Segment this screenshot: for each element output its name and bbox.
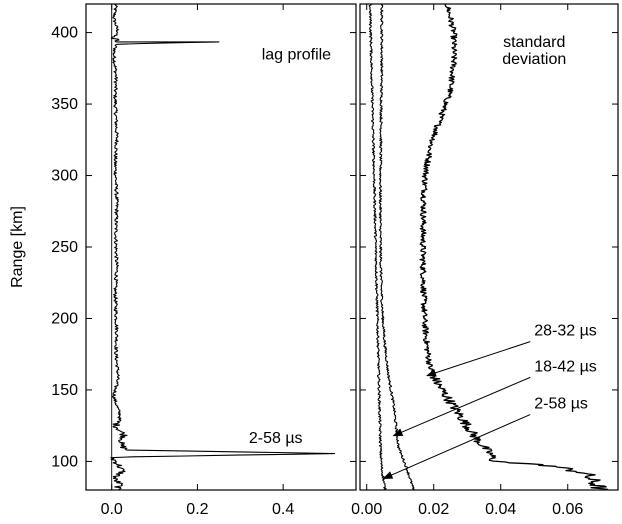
annotation-text: 28-32 µs	[534, 323, 597, 340]
left-series	[110, 4, 336, 490]
right-xtick-labels: 0.00 0.02 0.04 0.06	[351, 501, 583, 518]
x-tick-label: 0.4	[272, 501, 294, 518]
annotation-text: standard	[503, 34, 565, 51]
right-plot-frame	[359, 3, 619, 491]
y-tick-label: 300	[51, 168, 78, 185]
x-tick-label: 0.0	[101, 501, 123, 518]
annotation-arrow	[382, 414, 531, 480]
x-tick-label: 0.2	[186, 501, 208, 518]
left-plot-frame	[85, 3, 357, 491]
annotation-arrow	[392, 376, 531, 437]
annotation-arrow	[426, 341, 531, 377]
lag-profile-line	[110, 4, 336, 490]
left-ticks	[86, 4, 356, 490]
std-line-28-32	[419, 4, 609, 490]
x-tick-label: 0.02	[418, 501, 449, 518]
left-panel: 100 150 200 250 300 350 400 0.0 0.2 0.4 lag prof…	[9, 3, 357, 518]
right-ticks	[360, 4, 618, 490]
x-tick-label: 0.00	[351, 501, 382, 518]
x-tick-label: 0.06	[552, 501, 583, 518]
annotation-text: 2-58 µs	[534, 396, 588, 413]
left-ytick-labels: 100 150 200 250 300 350 400	[51, 25, 78, 471]
annotation-text: 18-42 µs	[534, 358, 597, 375]
y-tick-label: 100	[51, 453, 78, 470]
y-tick-label: 400	[51, 25, 78, 42]
left-annotations: lag profile 2-58 µs	[249, 47, 331, 447]
x-tick-label: 0.04	[485, 501, 516, 518]
left-xtick-labels: 0.0 0.2 0.4	[101, 501, 295, 518]
right-series	[368, 4, 609, 490]
annotation-text: lag profile	[262, 47, 331, 64]
annotation-text: deviation	[502, 51, 566, 68]
std-line-18-42	[378, 4, 415, 490]
y-axis-label: Range [km]	[9, 206, 26, 288]
annotation-text: 2-58 µs	[249, 430, 303, 447]
y-tick-label: 150	[51, 382, 78, 399]
y-tick-label: 250	[51, 239, 78, 256]
y-tick-label: 200	[51, 310, 78, 327]
std-line-2-58	[368, 4, 387, 490]
y-tick-label: 350	[51, 96, 78, 113]
